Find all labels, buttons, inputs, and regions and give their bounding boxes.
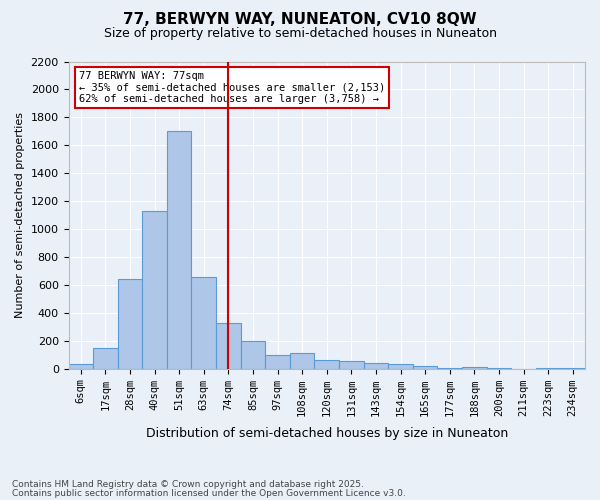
Text: 77 BERWYN WAY: 77sqm
← 35% of semi-detached houses are smaller (2,153)
62% of se: 77 BERWYN WAY: 77sqm ← 35% of semi-detac… [79, 70, 385, 104]
Bar [290, 354, 314, 368]
Bar [167, 132, 191, 368]
Bar [462, 366, 487, 368]
Bar [364, 363, 388, 368]
Bar [191, 276, 216, 368]
Bar [93, 348, 118, 368]
Bar [216, 322, 241, 368]
Y-axis label: Number of semi-detached properties: Number of semi-detached properties [15, 112, 25, 318]
Bar [265, 354, 290, 368]
Bar [118, 280, 142, 368]
Bar [388, 364, 413, 368]
Bar [339, 361, 364, 368]
Bar [68, 364, 93, 368]
X-axis label: Distribution of semi-detached houses by size in Nuneaton: Distribution of semi-detached houses by … [146, 427, 508, 440]
Bar [314, 360, 339, 368]
Text: Size of property relative to semi-detached houses in Nuneaton: Size of property relative to semi-detach… [104, 28, 497, 40]
Text: Contains public sector information licensed under the Open Government Licence v3: Contains public sector information licen… [12, 488, 406, 498]
Bar [241, 340, 265, 368]
Bar [413, 366, 437, 368]
Text: Contains HM Land Registry data © Crown copyright and database right 2025.: Contains HM Land Registry data © Crown c… [12, 480, 364, 489]
Text: 77, BERWYN WAY, NUNEATON, CV10 8QW: 77, BERWYN WAY, NUNEATON, CV10 8QW [123, 12, 477, 28]
Bar [142, 211, 167, 368]
